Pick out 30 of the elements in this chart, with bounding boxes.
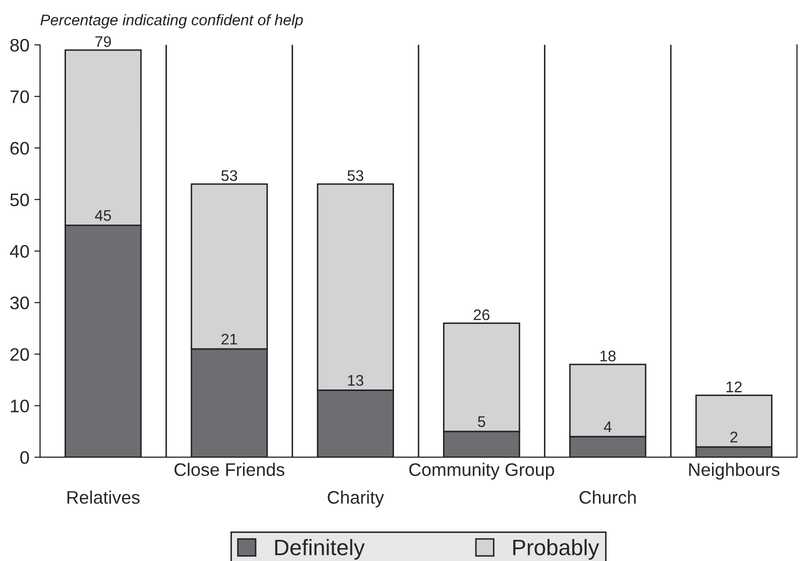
x-tick-label: Community Group <box>409 462 554 480</box>
legend-label: Definitely <box>275 539 365 560</box>
data-label: 2 <box>730 432 738 442</box>
y-tick-label: 20 <box>10 348 29 361</box>
y-tick-label: 60 <box>10 142 29 155</box>
y-tick-label: 30 <box>10 296 29 310</box>
data-label: 21 <box>222 334 238 344</box>
data-label: 45 <box>94 210 111 221</box>
x-tick-label: Neighbours <box>689 462 780 480</box>
chart-title: Percentage indicating confident of help <box>40 14 303 28</box>
total-label: 18 <box>600 350 616 362</box>
legend-label: Probably <box>513 539 600 560</box>
y-tick-label: 40 <box>10 244 29 258</box>
total-label: 53 <box>221 170 238 182</box>
y-tick-label: 80 <box>10 38 29 52</box>
total-label: 26 <box>474 309 490 320</box>
y-tick-label: 70 <box>10 90 29 104</box>
total-label: 79 <box>95 36 111 48</box>
x-tick-label: Charity <box>328 490 384 508</box>
total-label: 12 <box>726 382 742 392</box>
y-tick-label: 50 <box>10 193 29 206</box>
data-label: 4 <box>604 422 612 432</box>
total-label: 53 <box>348 170 364 182</box>
y-tick-label: 0 <box>20 451 29 464</box>
data-label: 13 <box>348 374 364 386</box>
data-label: 5 <box>478 416 486 428</box>
x-tick-label: Close Friends <box>174 462 284 476</box>
y-tick-label: 10 <box>10 400 29 412</box>
x-tick-label: Church <box>580 490 636 504</box>
x-tick-label: Relatives <box>67 490 140 504</box>
